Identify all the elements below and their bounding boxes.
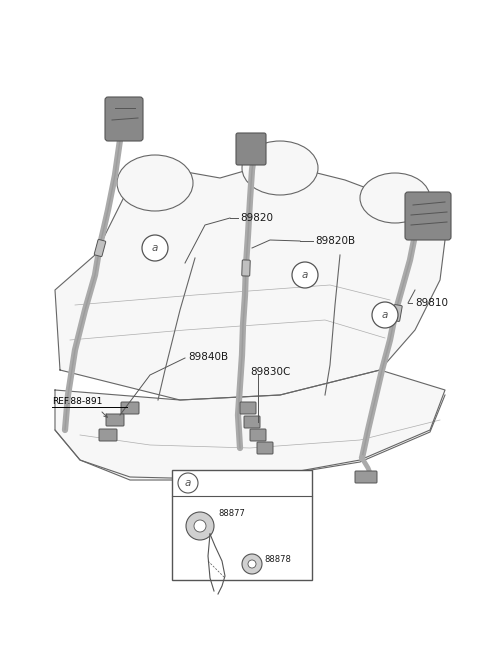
Circle shape [178, 473, 198, 493]
FancyBboxPatch shape [121, 402, 139, 414]
Circle shape [186, 512, 214, 540]
FancyBboxPatch shape [242, 260, 250, 276]
FancyBboxPatch shape [392, 304, 402, 321]
Polygon shape [55, 370, 445, 480]
Text: 88877: 88877 [218, 510, 245, 518]
Text: 89840B: 89840B [188, 352, 228, 362]
Polygon shape [55, 165, 445, 400]
Text: 88878: 88878 [264, 556, 291, 565]
Circle shape [292, 262, 318, 288]
FancyBboxPatch shape [240, 402, 256, 414]
FancyBboxPatch shape [94, 239, 106, 256]
Text: a: a [302, 270, 308, 280]
Text: a: a [185, 478, 191, 488]
FancyBboxPatch shape [257, 442, 273, 454]
Circle shape [242, 554, 262, 574]
Ellipse shape [242, 141, 318, 195]
Circle shape [248, 560, 256, 568]
Text: 89820: 89820 [240, 213, 273, 223]
Text: 89830C: 89830C [250, 367, 290, 377]
FancyBboxPatch shape [99, 429, 117, 441]
Circle shape [142, 235, 168, 261]
FancyBboxPatch shape [106, 414, 124, 426]
Text: 89820B: 89820B [315, 236, 355, 246]
Text: a: a [152, 243, 158, 253]
FancyBboxPatch shape [236, 133, 266, 165]
Circle shape [194, 520, 206, 532]
Text: REF.88-891: REF.88-891 [52, 398, 102, 407]
FancyBboxPatch shape [405, 192, 451, 240]
FancyBboxPatch shape [355, 471, 377, 483]
FancyBboxPatch shape [244, 416, 260, 428]
Text: a: a [382, 310, 388, 320]
Ellipse shape [360, 173, 430, 223]
Text: 89810: 89810 [415, 298, 448, 308]
FancyBboxPatch shape [172, 470, 312, 580]
Circle shape [372, 302, 398, 328]
FancyBboxPatch shape [250, 429, 266, 441]
Ellipse shape [117, 155, 193, 211]
FancyBboxPatch shape [105, 97, 143, 141]
